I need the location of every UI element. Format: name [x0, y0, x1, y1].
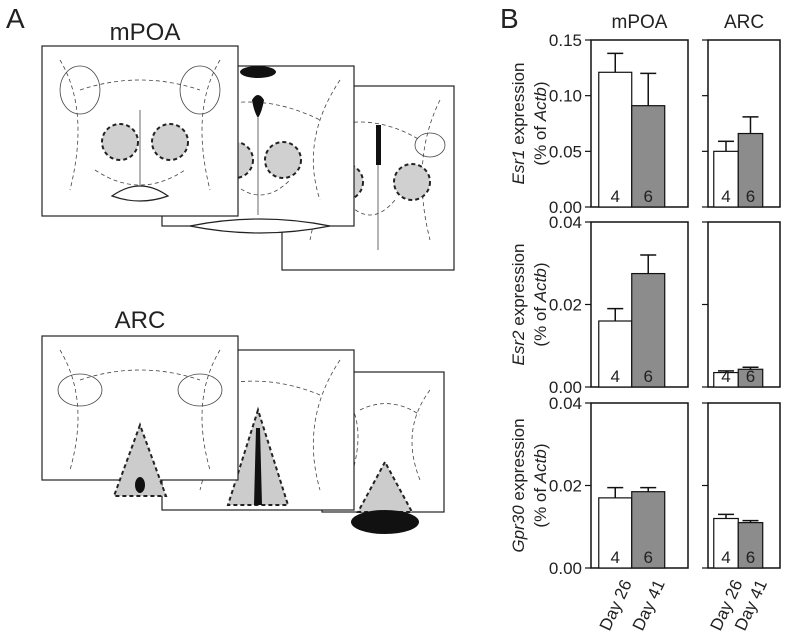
y-tick-label: 0.00 [549, 559, 582, 578]
y-tick-label: 0.02 [549, 296, 582, 315]
column-title: mPOA [612, 12, 668, 33]
y-tick-label: 0.10 [549, 87, 582, 106]
y-axis-label-part: (% of [531, 483, 550, 527]
bar [598, 497, 633, 569]
panel-label: B [500, 3, 519, 34]
bar [737, 132, 764, 208]
panel-label: A [6, 3, 25, 34]
y-axis-label: Esr2 expression [509, 244, 528, 366]
y-tick-label: 0.04 [549, 394, 582, 413]
y-axis-label-part: (% of [531, 121, 550, 165]
y-axis-label-part: (% of [531, 302, 550, 346]
y-axis-label-part: Actb [531, 87, 550, 122]
y-tick-label: 0.00 [549, 378, 582, 397]
plot-frame [707, 221, 781, 388]
y-axis-label-part: Esr1 [509, 149, 528, 184]
n-label: 4 [721, 548, 730, 567]
y-axis-label: Gpr30 expression [509, 418, 528, 552]
y-tick-label: 0.04 [549, 213, 582, 232]
n-label: 4 [611, 367, 620, 386]
n-label: 4 [721, 367, 730, 386]
y-axis-label-part: expression [509, 418, 528, 505]
y-axis-label: Esr1 expression [509, 63, 528, 185]
n-label: 6 [643, 367, 652, 386]
arc-atlas [41, 335, 445, 534]
y-axis-label-part: Esr2 [509, 330, 528, 366]
n-label: 6 [643, 187, 652, 206]
y-tick-label: 0.05 [549, 142, 582, 161]
bar [737, 368, 764, 388]
y-axis-label-part: expression [509, 63, 528, 150]
y-axis-label-part: Actb [531, 449, 550, 484]
n-label: 6 [746, 548, 755, 567]
bar [598, 71, 633, 208]
column-title: ARC [724, 12, 764, 33]
n-label: 4 [721, 187, 730, 206]
y-axis-label: (% of Actb) [531, 443, 550, 527]
y-tick-label: 0.02 [549, 477, 582, 496]
y-tick-label: 0.00 [549, 198, 582, 217]
section-title: ARC [115, 307, 166, 334]
y-axis-label-part: ) [531, 262, 550, 268]
n-label: 4 [611, 187, 620, 206]
y-axis-label: (% of Actb) [531, 262, 550, 346]
y-axis-label-part: expression [509, 244, 528, 331]
bar [713, 517, 739, 569]
n-label: 4 [611, 548, 620, 567]
bar [631, 105, 666, 208]
n-label: 6 [746, 367, 755, 386]
section-title: mPOA [110, 19, 181, 46]
bar [598, 320, 633, 388]
y-axis-label: (% of Actb) [531, 81, 550, 165]
n-label: 6 [746, 187, 755, 206]
bar [631, 272, 666, 388]
y-axis-label-part: Actb [531, 268, 550, 303]
y-axis-label-part: ) [531, 81, 550, 87]
y-axis-label-part: Gpr30 [509, 505, 528, 553]
n-label: 6 [643, 548, 652, 567]
y-tick-label: 0.15 [549, 31, 582, 50]
bar [713, 150, 739, 208]
y-axis-label-part: ) [531, 443, 550, 449]
mpoa-atlas [41, 45, 455, 271]
bar [737, 522, 764, 569]
bar [631, 491, 666, 569]
